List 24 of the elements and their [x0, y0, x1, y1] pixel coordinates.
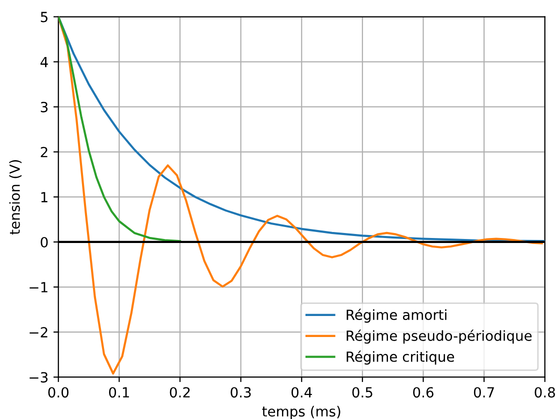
y-tick-label: 2 — [40, 146, 48, 158]
x-tick-label: 0.3 — [230, 387, 251, 398]
y-tick-label: 5 — [40, 12, 48, 22]
y-tick-label: 3 — [40, 102, 48, 112]
y-tick-label: 0 — [40, 236, 48, 248]
y-tick-label: −2 — [30, 327, 48, 338]
line-series — [58, 16, 182, 242]
legend-label: Régime pseudo-périodique — [346, 330, 532, 344]
x-tick-label: 0.4 — [292, 387, 312, 398]
x-tick-label: 0.5 — [352, 387, 372, 398]
x-tick-label: 0.8 — [534, 387, 555, 398]
y-axis-title: tension (V) — [9, 160, 22, 235]
x-tick-label: 0.2 — [170, 387, 190, 398]
legend-label: Régime critique — [346, 350, 454, 365]
x-tick-label: 0.6 — [413, 387, 434, 398]
y-tick-label: −3 — [30, 372, 48, 383]
y-tick-label: 1 — [41, 192, 48, 202]
x-tick-label: 0.0 — [48, 387, 68, 398]
y-tick-label: 4 — [40, 56, 48, 68]
y-tick-label: −1 — [30, 282, 48, 292]
x-tick-label: 0.7 — [474, 387, 494, 398]
x-tick-label: 0.1 — [109, 387, 129, 398]
x-axis-title: temps (ms) — [262, 406, 340, 419]
legend-label: Régime amorti — [346, 308, 446, 323]
